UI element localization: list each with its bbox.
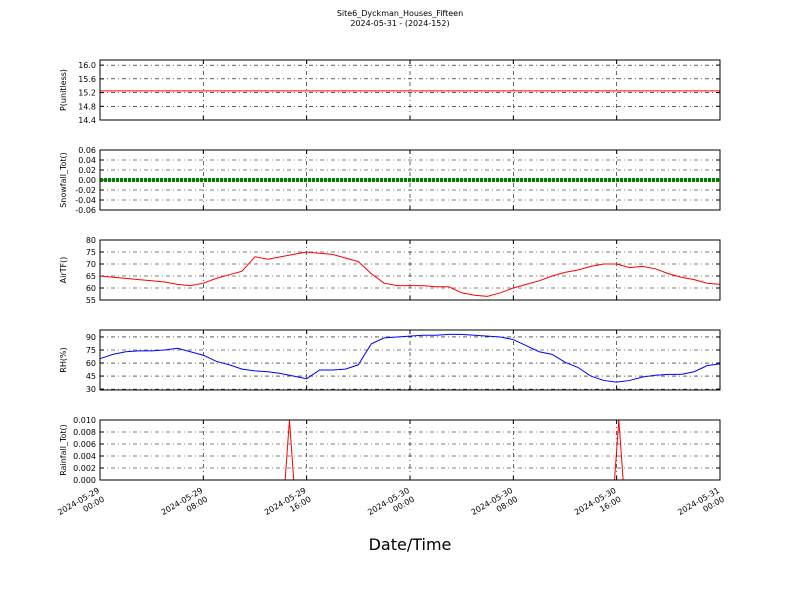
y-tick-label: 0.04	[78, 156, 96, 165]
y-tick-label: 30	[86, 385, 96, 394]
y-axis-label: Snowfall_Tot()	[59, 152, 68, 208]
y-tick-label: 0.06	[78, 146, 96, 155]
y-tick-label: 0.02	[78, 166, 96, 175]
y-tick-label: 75	[86, 346, 96, 355]
y-axis-label: P(unitless)	[59, 69, 68, 111]
y-tick-label: 0.008	[73, 428, 96, 437]
figure-subtitle: 2024-05-31 - (2024-152)	[350, 19, 449, 28]
y-tick-label: 75	[86, 248, 96, 257]
y-tick-label: 55	[86, 296, 96, 305]
y-tick-label: 15.2	[78, 89, 96, 98]
y-tick-label: 15.6	[78, 75, 96, 84]
y-tick-label: 0.000	[73, 476, 96, 485]
axes-frame	[99, 329, 721, 391]
y-tick-label: 0.010	[73, 416, 96, 425]
x-tick-label: 2024-05-2916:00	[263, 486, 313, 526]
y-tick-label: -0.04	[75, 196, 96, 205]
y-tick-label: 0.00	[78, 176, 96, 185]
y-tick-label: 0.002	[73, 464, 96, 473]
y-tick-label: 90	[86, 333, 96, 342]
data-line	[99, 251, 721, 297]
y-axis-label: Rainfall_Tot()	[59, 424, 68, 476]
axes-frame	[99, 239, 721, 301]
axes-frame	[99, 149, 721, 211]
y-tick-label: 14.8	[78, 102, 96, 111]
y-tick-label: 60	[86, 359, 96, 368]
x-tick-label: 2024-05-2900:00	[56, 486, 106, 526]
y-tick-label: 45	[86, 372, 96, 381]
figure-title: Site6_Dyckman_Houses_Fifteen	[337, 9, 463, 18]
y-tick-label: 60	[86, 284, 96, 293]
y-tick-label: 16.0	[78, 61, 96, 70]
x-axis-label: Date/Time	[369, 535, 452, 554]
x-tick-label: 2024-05-3016:00	[573, 486, 623, 526]
y-tick-label: 0.004	[73, 452, 96, 461]
y-tick-label: -0.06	[75, 206, 96, 215]
y-tick-label: 80	[86, 236, 96, 245]
y-tick-label: -0.02	[75, 186, 96, 195]
x-tick-label: 2024-05-2908:00	[160, 486, 210, 526]
x-tick-label: 2024-05-3000:00	[366, 486, 416, 526]
x-tick-label: 2024-05-3100:00	[676, 486, 726, 526]
y-axis-label: RH(%)	[59, 347, 68, 372]
y-tick-label: 14.4	[78, 116, 96, 125]
y-tick-label: 0.006	[73, 440, 96, 449]
y-axis-label: AirTF()	[59, 257, 68, 284]
axes-frame	[99, 59, 721, 121]
data-line	[99, 333, 721, 383]
x-tick-label: 2024-05-3008:00	[470, 486, 520, 526]
axes-frame	[99, 419, 721, 481]
y-tick-label: 70	[86, 260, 96, 269]
y-tick-label: 65	[86, 272, 96, 281]
